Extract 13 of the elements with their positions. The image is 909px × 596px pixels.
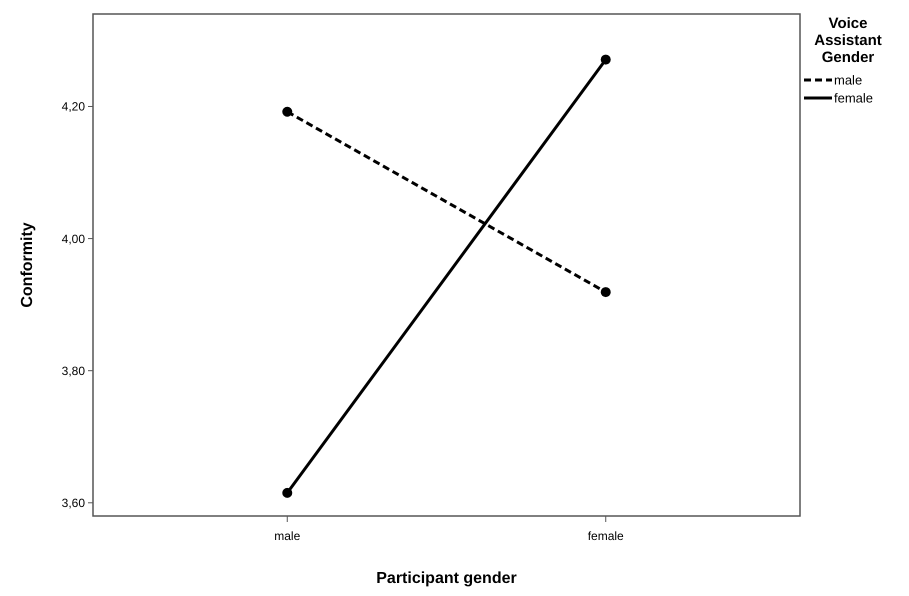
- legend-label: female: [834, 90, 874, 106]
- point: [282, 106, 292, 117]
- point: [600, 287, 611, 298]
- y-tick-label: 4,20: [62, 100, 86, 114]
- y-tick-label: 4,00: [62, 232, 86, 246]
- y-axis-title: Conformity: [19, 222, 36, 308]
- legend-title: Voice Assistant Gender: [814, 15, 882, 66]
- y-tick-label: 3,80: [62, 364, 86, 378]
- legend-label: male: [834, 72, 862, 88]
- y-tick-label: 3,60: [62, 496, 86, 510]
- point: [282, 488, 292, 498]
- x-axis-title: Participant gender: [376, 570, 517, 587]
- point: [600, 54, 611, 65]
